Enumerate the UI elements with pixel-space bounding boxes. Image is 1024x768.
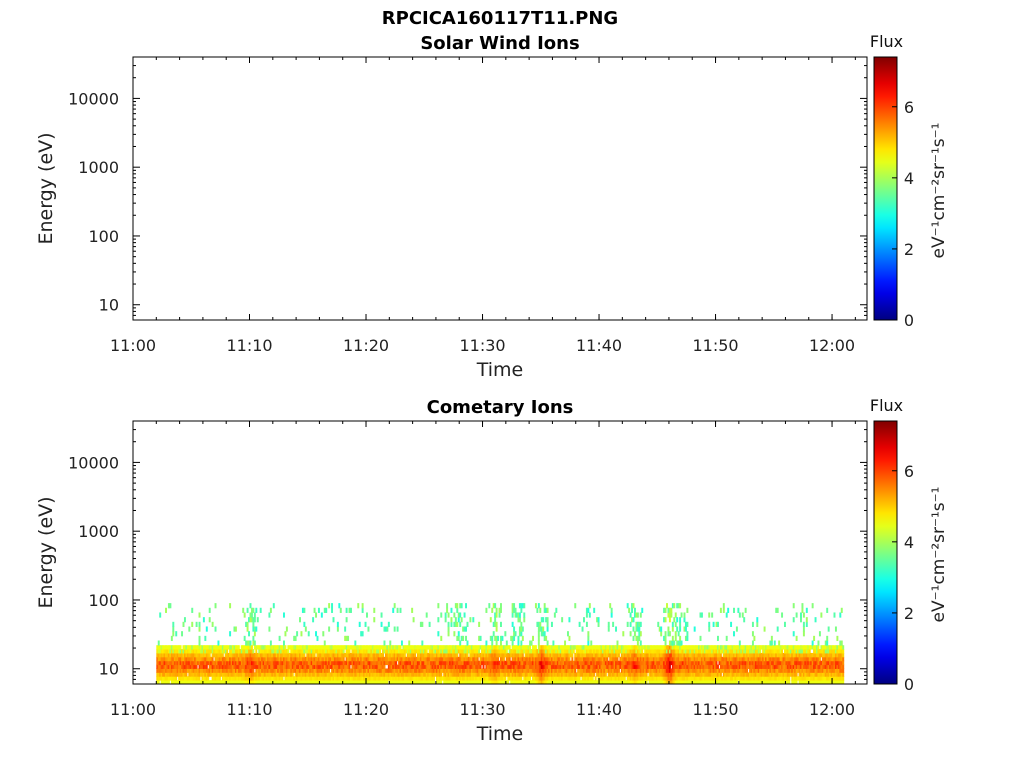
y-tick-label: 10	[99, 296, 119, 315]
colorbar-tick-label: 0	[904, 311, 914, 330]
colorbar-title: Flux	[870, 32, 903, 51]
colorbar-tick-label: 6	[904, 462, 914, 481]
heatmap	[156, 603, 845, 685]
x-tick-label: 11:50	[692, 336, 738, 355]
y-tick-label: 100	[88, 227, 119, 246]
colorbar-tick-label: 4	[904, 533, 914, 552]
colorbar-label: eV⁻¹cm⁻²sr⁻¹s⁻¹	[929, 487, 949, 623]
panel-title: Solar Wind Ions	[420, 33, 579, 54]
colorbar-tick-label: 4	[904, 169, 914, 188]
colorbar-tick-label: 6	[904, 98, 914, 117]
colorbar-tick-label: 2	[904, 240, 914, 259]
colorbar	[873, 420, 898, 685]
plot-frame	[132, 56, 868, 321]
y-axis-label: Energy (eV)	[35, 496, 57, 608]
colorbar-label: eV⁻¹cm⁻²sr⁻¹s⁻¹	[929, 123, 949, 259]
plot-frame	[132, 420, 868, 685]
y-tick-label: 1000	[78, 158, 119, 177]
colorbar-title: Flux	[870, 396, 903, 415]
x-tick-label: 11:20	[343, 700, 389, 719]
x-tick-label: 11:30	[459, 700, 505, 719]
panel-1: Solar Wind Ions 11:00 11:10 11:20 11:30 11:40…	[35, 32, 949, 381]
x-tick-label: 11:50	[692, 700, 738, 719]
colorbar-tick-label: 2	[904, 604, 914, 623]
y-tick-label: 10000	[68, 453, 119, 472]
x-tick-label: 11:10	[226, 700, 272, 719]
x-tick-label: 11:30	[459, 336, 505, 355]
x-tick-label: 12:00	[809, 700, 855, 719]
x-axis-label: Time	[476, 723, 524, 745]
y-tick-label: 100	[88, 591, 119, 610]
x-tick-label: 11:40	[576, 700, 622, 719]
x-tick-label: 11:00	[110, 700, 156, 719]
y-tick-label: 1000	[78, 522, 119, 541]
y-axis-label: Energy (eV)	[35, 132, 57, 244]
colorbar	[873, 56, 898, 321]
x-tick-label: 11:40	[576, 336, 622, 355]
colorbar-tick-label: 0	[904, 675, 914, 694]
panel-title: Cometary Ions	[427, 397, 574, 418]
figure-title: RPCICA160117T11.PNG	[382, 8, 618, 29]
x-tick-label: 11:00	[110, 336, 156, 355]
panel-2: Cometary Ions 11:00 11:10 11:20 11:30 11:40 11…	[35, 396, 949, 745]
x-tick-label: 11:20	[343, 336, 389, 355]
x-tick-label: 12:00	[809, 336, 855, 355]
y-tick-label: 10000	[68, 89, 119, 108]
x-tick-label: 11:10	[226, 336, 272, 355]
y-tick-label: 10	[99, 660, 119, 679]
x-axis-label: Time	[476, 359, 524, 381]
